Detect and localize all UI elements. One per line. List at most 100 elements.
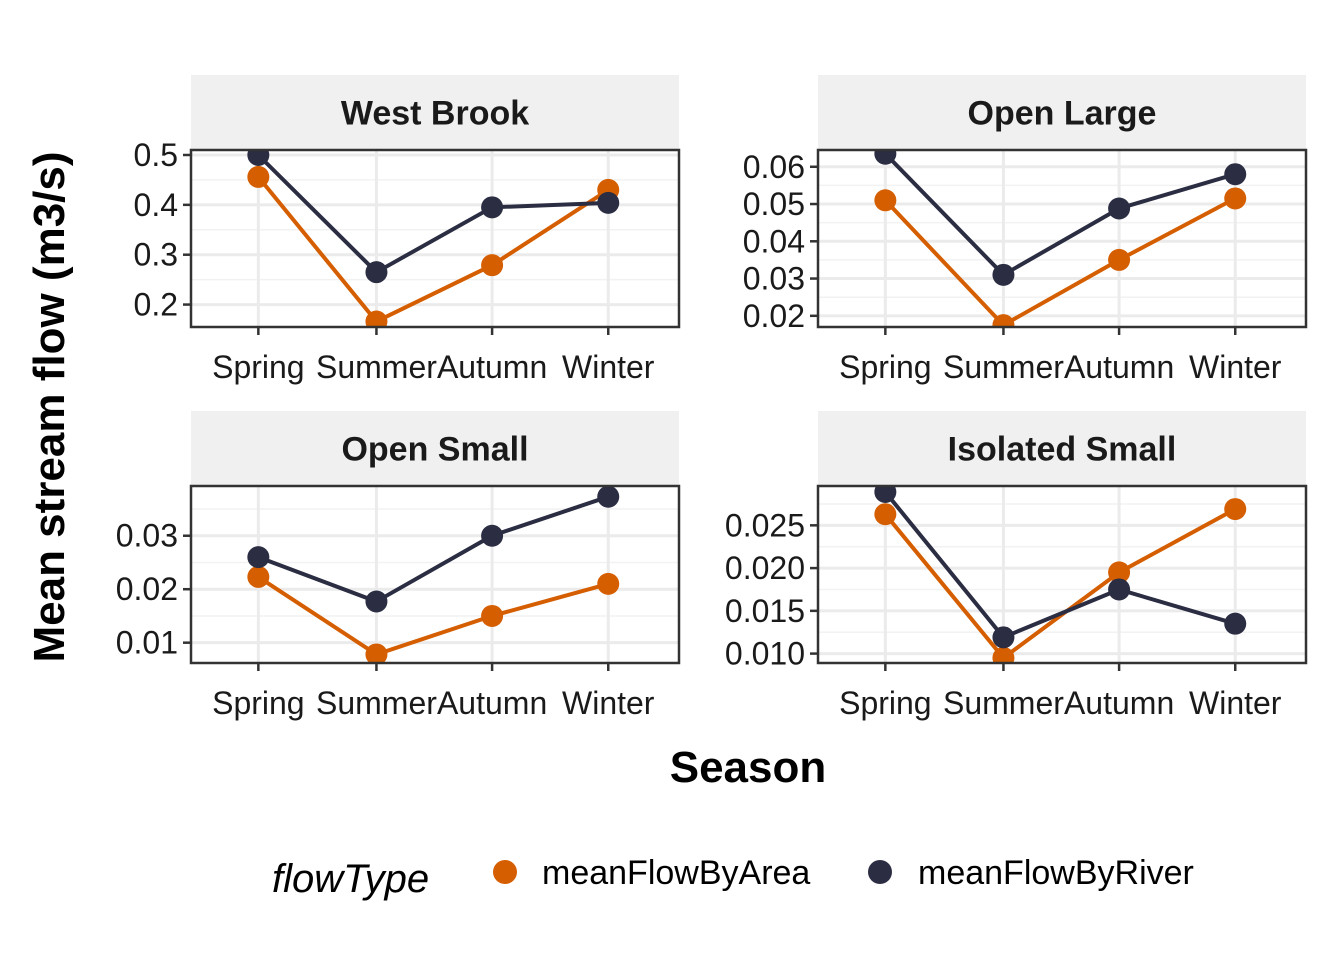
data-point-meanflowbyriver-winter xyxy=(597,486,620,508)
facet-panel-isolated-small: Isolated Small 0.010 0.015 0.020 0.025 Spring… xyxy=(725,411,1308,721)
y-tick-label: 0.025 xyxy=(725,507,805,543)
series-line-meanflowbyarea xyxy=(257,575,609,657)
facet-panel-open-large: Open Large 0.020.030.040.050.06 Spring Summ… xyxy=(743,75,1308,385)
data-point-meanflowbyriver-winter xyxy=(1224,163,1247,186)
data-point-meanflowbyriver-spring xyxy=(247,546,270,569)
y-tick-label: 0.03 xyxy=(743,261,805,297)
series-line-meanflowbyriver xyxy=(883,152,1236,278)
series-layer xyxy=(874,486,1247,663)
y-tick-label: 0.01 xyxy=(116,625,178,661)
data-point-meanflowbyarea-autumn xyxy=(1108,248,1131,271)
x-axis-title: Season xyxy=(670,743,827,792)
y-tick-label: 0.3 xyxy=(134,237,178,273)
data-point-meanflowbyarea-summer xyxy=(365,310,388,327)
legend-entry-meanflowbyriver: meanFlowByRiver xyxy=(868,854,1194,892)
strip-label: Isolated Small xyxy=(948,431,1177,469)
x-tick-label: Summer xyxy=(943,349,1064,385)
y-tick-label: 0.04 xyxy=(743,223,805,259)
data-point-meanflowbyarea-autumn xyxy=(481,604,504,627)
data-point-meanflowbyarea-summer xyxy=(365,643,388,663)
y-tick-label: 0.010 xyxy=(725,636,805,672)
data-point-meanflowbyriver-winter xyxy=(1224,612,1247,635)
panel-border xyxy=(189,148,681,329)
data-point-meanflowbyarea-spring xyxy=(247,165,270,188)
data-point-meanflowbyriver-spring xyxy=(874,150,897,165)
x-tick-label: Autumn xyxy=(437,349,547,385)
data-point-meanflowbyriver-summer xyxy=(365,261,388,284)
legend-key-meanflowbyriver xyxy=(868,860,892,884)
panel-border xyxy=(189,484,681,665)
facet-panel-west-brook: West Brook 0.2 0.3 0.4 0.5 Spring Summer Autumn… xyxy=(134,75,681,385)
series-line-meanflowbyriver xyxy=(257,494,609,604)
x-tick-label: Winter xyxy=(1189,349,1282,385)
panel-border xyxy=(816,148,1308,329)
data-point-meanflowbyriver-summer xyxy=(992,263,1015,286)
data-point-meanflowbyriver-autumn xyxy=(1108,578,1131,601)
x-tick-label: Autumn xyxy=(1064,685,1174,721)
strip-background xyxy=(191,411,679,486)
legend-title: flowType xyxy=(272,857,429,901)
series-layer xyxy=(247,150,620,327)
x-tick-label: Spring xyxy=(212,685,305,721)
y-tick-label: 0.02 xyxy=(743,298,805,334)
y-tick-label: 0.020 xyxy=(725,550,805,586)
x-tick-label: Summer xyxy=(943,685,1064,721)
data-point-meanflowbyarea-autumn xyxy=(481,254,504,277)
y-tick-label: 0.2 xyxy=(134,287,178,323)
data-point-meanflowbyarea-summer xyxy=(992,646,1015,663)
strip-background xyxy=(191,75,679,150)
data-point-meanflowbyriver-autumn xyxy=(481,524,504,547)
series-layer xyxy=(247,486,620,663)
y-tick-label: 0.4 xyxy=(134,187,178,223)
series-layer xyxy=(874,150,1247,327)
data-point-meanflowbyarea-winter xyxy=(1224,498,1247,521)
data-point-meanflowbyarea-autumn xyxy=(1108,561,1131,584)
x-tick-label: Spring xyxy=(212,349,305,385)
strip-background xyxy=(818,411,1306,486)
legend: flowType meanFlowByArea meanFlowByRiver xyxy=(272,854,1194,901)
data-point-meanflowbyarea-spring xyxy=(247,565,270,588)
x-tick-label: Autumn xyxy=(437,685,547,721)
x-tick-label: Winter xyxy=(562,349,655,385)
y-tick-label: 0.06 xyxy=(743,149,805,185)
legend-key-meanflowbyarea xyxy=(493,860,517,884)
strip-background xyxy=(818,75,1306,150)
legend-label-meanflowbyarea: meanFlowByArea xyxy=(542,854,810,892)
data-point-meanflowbyarea-winter xyxy=(1224,187,1247,210)
y-tick-label: 0.5 xyxy=(134,137,178,173)
panel-border xyxy=(816,484,1308,665)
data-point-meanflowbyriver-autumn xyxy=(1108,197,1131,220)
y-tick-label: 0.03 xyxy=(116,518,178,554)
x-tick-label: Spring xyxy=(839,349,932,385)
legend-label-meanflowbyriver: meanFlowByRiver xyxy=(918,854,1194,892)
data-point-meanflowbyarea-spring xyxy=(874,503,897,526)
data-point-meanflowbyriver-summer xyxy=(992,626,1015,649)
strip-label: West Brook xyxy=(341,95,529,133)
x-tick-label: Spring xyxy=(839,685,932,721)
x-tick-label: Winter xyxy=(562,685,655,721)
series-line-meanflowbyarea xyxy=(883,196,1237,327)
data-point-meanflowbyarea-winter xyxy=(597,572,620,595)
strip-label: Open Small xyxy=(341,431,528,469)
data-point-meanflowbyriver-spring xyxy=(874,486,897,503)
data-point-meanflowbyriver-winter xyxy=(597,191,620,214)
x-tick-label: Winter xyxy=(1189,685,1282,721)
x-tick-label: Autumn xyxy=(1064,349,1174,385)
x-tick-label: Summer xyxy=(316,349,437,385)
data-point-meanflowbyarea-summer xyxy=(992,314,1015,327)
facet-panel-open-small: Open Small 0.01 0.02 0.03 Spring Summer Autumn… xyxy=(116,411,681,721)
legend-entry-meanflowbyarea: meanFlowByArea xyxy=(493,854,810,892)
x-tick-label: Summer xyxy=(316,685,437,721)
y-axis-title: Mean stream flow (m3/s) xyxy=(25,151,74,662)
data-point-meanflowbyarea-spring xyxy=(874,189,897,212)
data-point-meanflowbyriver-summer xyxy=(365,590,388,613)
series-line-meanflowbyarea xyxy=(256,175,610,324)
data-point-meanflowbyriver-spring xyxy=(247,150,270,166)
series-line-meanflowbyriver xyxy=(256,153,609,275)
y-tick-label: 0.05 xyxy=(743,186,805,222)
y-tick-label: 0.015 xyxy=(725,593,805,629)
series-line-meanflowbyriver xyxy=(883,490,1236,640)
